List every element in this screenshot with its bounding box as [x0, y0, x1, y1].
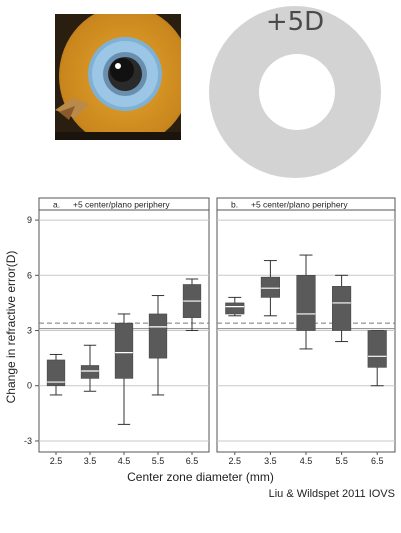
panel-label: a. [53, 200, 60, 210]
box [260, 276, 280, 298]
x-tick-label: 4.5 [300, 456, 313, 466]
y-tick-label: -3 [24, 436, 32, 446]
box [225, 302, 245, 315]
y-tick-label: 3 [27, 326, 32, 336]
lens-diagram: +5D [205, 2, 385, 182]
y-tick-label: 0 [27, 381, 32, 391]
x-tick-label: 3.5 [84, 456, 97, 466]
x-tick-label: 5.5 [152, 456, 165, 466]
x-tick-label: 6.5 [186, 456, 199, 466]
chick-eye-with-blue-lens-icon [55, 14, 181, 140]
y-axis-label: Change in refractive error(D) [4, 250, 18, 404]
x-axis-label: Center zone diameter (mm) [127, 470, 274, 484]
box [296, 275, 316, 331]
box [148, 313, 168, 359]
panel-title: +5 center/plano periphery [73, 200, 170, 210]
panel-label: b. [231, 200, 238, 210]
lens-ring-icon [209, 6, 381, 178]
y-tick-label: 6 [27, 270, 32, 280]
x-tick-label: 2.5 [50, 456, 63, 466]
box [80, 365, 100, 379]
box [114, 322, 134, 379]
box-plot-chart: a. +5 center/plano periphery 2.5 3.5 4.5 5.5 6… [24, 197, 396, 466]
y-tick-label: 9 [27, 215, 32, 225]
x-tick-label: 6.5 [371, 456, 384, 466]
x-tick-label: 3.5 [264, 456, 277, 466]
panel-title: +5 center/plano periphery [251, 200, 348, 210]
box [46, 359, 66, 387]
x-tick-label: 4.5 [118, 456, 131, 466]
credit-text: Liu & Wildspet 2011 IOVS [268, 488, 395, 500]
box [332, 286, 352, 331]
lens-power-label: +5D [265, 7, 325, 37]
x-tick-label: 5.5 [335, 456, 348, 466]
box [367, 330, 387, 368]
x-tick-label: 2.5 [229, 456, 242, 466]
